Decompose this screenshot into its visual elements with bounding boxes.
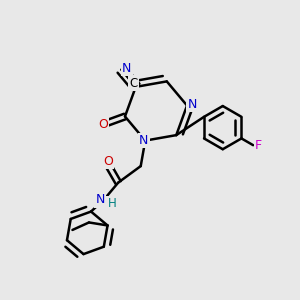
Text: N: N	[139, 134, 148, 147]
Text: N: N	[122, 61, 131, 75]
Text: C: C	[129, 76, 137, 90]
Text: N: N	[188, 98, 197, 110]
Text: H: H	[108, 197, 116, 210]
Text: N: N	[95, 193, 105, 206]
Text: F: F	[255, 139, 262, 152]
Text: O: O	[103, 155, 113, 168]
Text: O: O	[98, 118, 108, 131]
